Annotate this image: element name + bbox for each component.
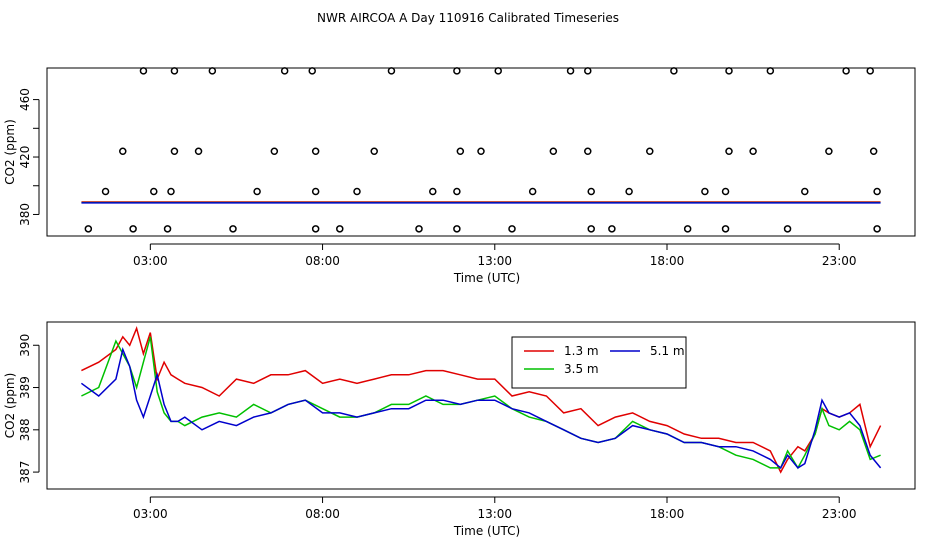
data-point [194, 147, 203, 156]
data-point [415, 225, 423, 233]
series-line-3-5-m [81, 336, 881, 470]
data-point [587, 187, 595, 196]
data-point [453, 225, 461, 233]
data-point [453, 187, 461, 196]
data-point [280, 67, 289, 75]
data-point [477, 147, 485, 156]
y-axis-label: CO2 (ppm) [3, 373, 17, 439]
lower-panel: 03:00 08:00 13:00 18:00 23:00 Time (UTC) 387 38… [3, 321, 916, 538]
data-point [84, 225, 93, 233]
data-point [494, 67, 502, 75]
x-tick-label: 08:00 [305, 254, 340, 268]
y-tick-label: 460 [18, 88, 32, 111]
data-point [721, 225, 730, 233]
data-point [508, 225, 516, 233]
data-point [308, 67, 316, 75]
data-point [311, 225, 320, 233]
data-point [683, 225, 692, 233]
x-tick-label: 18:00 [650, 254, 685, 268]
data-point [170, 147, 179, 156]
data-point [608, 225, 616, 233]
x-tick-label: 03:00 [133, 254, 168, 268]
y-tick-label: 387 [18, 461, 32, 484]
y-tick-label: 390 [18, 334, 32, 357]
legend-label: 1.3 m [564, 344, 599, 358]
data-point [229, 225, 237, 233]
plot-frame [46, 321, 916, 490]
series-line-5-1-m [80, 347, 882, 470]
data-point [866, 67, 874, 75]
data-point [311, 187, 320, 196]
data-point [873, 225, 881, 233]
data-point [701, 187, 709, 196]
data-point [163, 225, 172, 233]
y-tick-label: 380 [18, 203, 32, 226]
data-point [670, 67, 678, 75]
data-point [370, 147, 378, 156]
data-point [587, 225, 595, 233]
x-tick-label: 13:00 [477, 507, 512, 521]
x-tick-label: 23:00 [822, 254, 857, 268]
chart-title: NWR AIRCOA A Day 110916 Calibrated Times… [317, 11, 619, 25]
data-point [584, 147, 592, 156]
data-point [311, 147, 320, 156]
x-axis-label: Time (UTC) [453, 524, 520, 538]
data-point [208, 67, 217, 75]
data-point [170, 67, 179, 75]
data-point [119, 147, 127, 156]
data-point [646, 147, 654, 156]
data-point [766, 67, 775, 75]
data-point [869, 147, 878, 156]
y-axis-label: CO2 (ppm) [3, 119, 17, 185]
data-point [101, 187, 110, 196]
y-tick-label: 388 [18, 418, 32, 441]
data-point [725, 147, 733, 156]
data-point [625, 187, 633, 196]
data-point [456, 147, 465, 156]
y-tick-label: 389 [18, 376, 32, 399]
legend-box [511, 336, 687, 389]
data-point [139, 67, 148, 75]
upper-panel: 03:00 08:00 13:00 18:00 23:00 Time (UTC) 380 42… [3, 67, 916, 285]
data-point [353, 187, 361, 196]
data-point [584, 67, 592, 75]
x-axis-label: Time (UTC) [453, 271, 520, 285]
data-point [129, 225, 137, 233]
data-point [549, 147, 558, 156]
x-tick-label: 18:00 [650, 507, 685, 521]
data-point [749, 147, 757, 156]
plot-frame [46, 67, 916, 237]
x-tick-label: 23:00 [822, 507, 857, 521]
legend-label: 5.1 m [650, 344, 685, 358]
data-point [453, 67, 461, 75]
x-tick-label: 03:00 [133, 507, 168, 521]
legend-label: 3.5 m [564, 362, 599, 376]
data-point [253, 187, 261, 196]
data-point [429, 187, 437, 196]
data-point [842, 67, 850, 75]
data-point [336, 225, 344, 233]
data-point [528, 187, 537, 196]
data-point [150, 187, 158, 196]
data-point [566, 67, 575, 75]
data-point [270, 147, 279, 156]
data-point [387, 67, 396, 75]
data-point [801, 187, 809, 196]
x-tick-label: 08:00 [305, 507, 340, 521]
x-tick-label: 13:00 [477, 254, 512, 268]
data-point [721, 187, 730, 196]
data-point [167, 187, 175, 196]
data-point [825, 147, 833, 156]
data-point [725, 67, 733, 75]
y-tick-label: 420 [18, 146, 32, 169]
data-point [783, 225, 792, 233]
data-point [873, 187, 881, 196]
